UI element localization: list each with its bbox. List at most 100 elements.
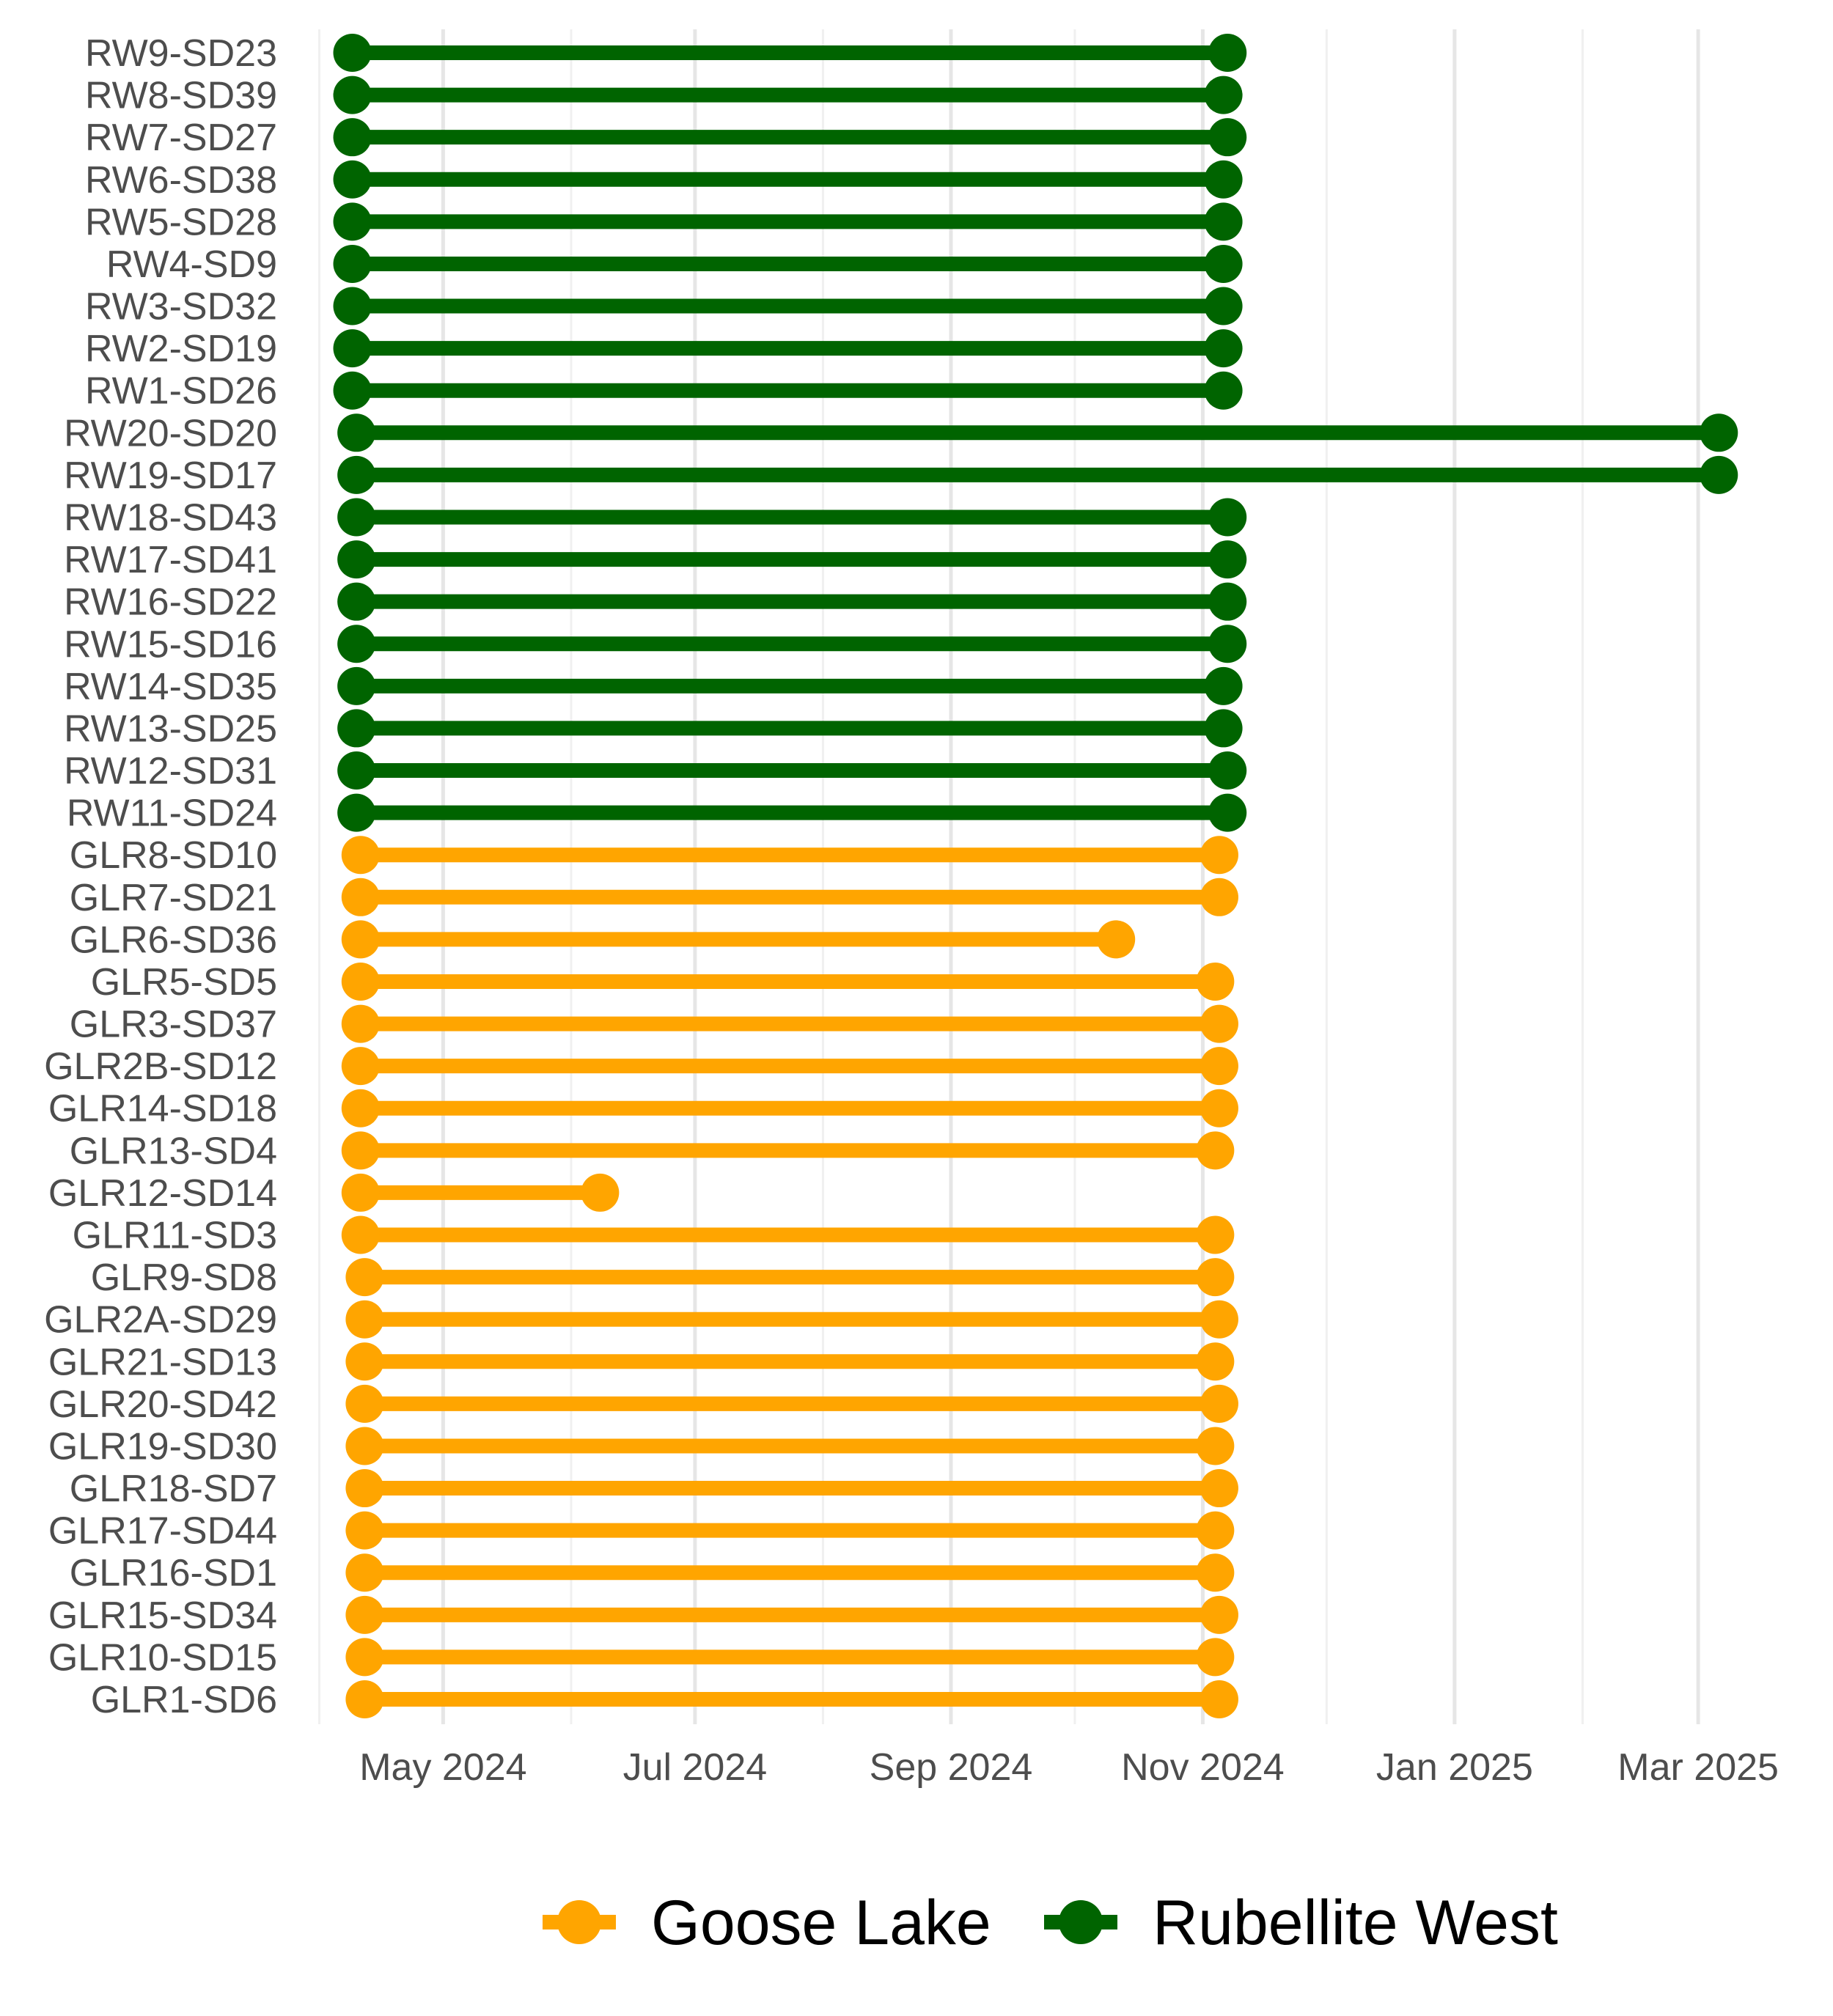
start-point bbox=[337, 793, 376, 832]
start-point bbox=[345, 1427, 384, 1465]
dumbbell-row bbox=[345, 1300, 1238, 1339]
dumbbell-row bbox=[341, 962, 1235, 1001]
dumbbell-row bbox=[345, 1553, 1235, 1592]
start-point bbox=[337, 498, 376, 537]
y-tick-label: RW3-SD32 bbox=[85, 286, 277, 328]
y-tick-label: GLR18-SD7 bbox=[70, 1468, 277, 1510]
end-point bbox=[1204, 160, 1243, 199]
dumbbell-row bbox=[337, 582, 1247, 621]
end-point bbox=[1208, 540, 1247, 579]
y-tick-label: RW4-SD9 bbox=[106, 243, 277, 286]
dumbbell-row bbox=[337, 498, 1247, 537]
end-point bbox=[1204, 76, 1243, 114]
x-tick-label: Jul 2024 bbox=[623, 1746, 768, 1789]
legend-label: Goose Lake bbox=[651, 1888, 991, 1958]
y-tick-label: GLR5-SD5 bbox=[91, 961, 277, 1004]
y-tick-label: GLR11-SD3 bbox=[73, 1215, 277, 1257]
end-point bbox=[1196, 1427, 1235, 1465]
end-point bbox=[1200, 1384, 1238, 1423]
start-point bbox=[345, 1258, 384, 1297]
dumbbell-row bbox=[341, 836, 1238, 875]
dumbbell-row bbox=[333, 329, 1243, 368]
y-tick-label: GLR2B-SD12 bbox=[44, 1045, 277, 1088]
legend-key-dot bbox=[557, 1900, 601, 1944]
x-tick-label: Sep 2024 bbox=[870, 1746, 1033, 1789]
y-tick-label: GLR12-SD14 bbox=[48, 1172, 277, 1215]
start-point bbox=[337, 666, 376, 705]
y-tick-label: RW16-SD22 bbox=[64, 581, 277, 624]
end-point bbox=[1208, 582, 1247, 621]
start-point bbox=[345, 1595, 384, 1634]
start-point bbox=[333, 118, 372, 157]
start-point bbox=[345, 1638, 384, 1677]
dumbbell-row bbox=[341, 878, 1238, 916]
end-point bbox=[1196, 1511, 1235, 1550]
start-point bbox=[337, 413, 376, 452]
end-point bbox=[1200, 1595, 1238, 1634]
start-point bbox=[345, 1553, 384, 1592]
end-point bbox=[1208, 793, 1247, 832]
start-point bbox=[341, 1089, 380, 1127]
legend-entry-goose-lake: Goose Lake bbox=[543, 1888, 991, 1958]
start-point bbox=[333, 244, 372, 283]
dumbbell-row bbox=[333, 244, 1243, 283]
dumbbell-row bbox=[341, 920, 1136, 959]
legend-key-dot bbox=[1059, 1900, 1103, 1944]
end-point bbox=[1196, 1342, 1235, 1381]
dumbbell-row bbox=[337, 455, 1738, 494]
start-point bbox=[345, 1680, 384, 1718]
legend: Goose Lake Rubellite West bbox=[543, 1888, 1558, 1958]
start-point bbox=[337, 625, 376, 663]
end-point bbox=[1208, 498, 1247, 537]
end-point bbox=[1204, 244, 1243, 283]
start-point bbox=[345, 1384, 384, 1423]
start-point bbox=[341, 962, 380, 1001]
y-tick-label: GLR1-SD6 bbox=[91, 1679, 277, 1721]
y-tick-label: GLR15-SD34 bbox=[48, 1594, 277, 1637]
end-point bbox=[581, 1173, 620, 1212]
x-axis-tick-labels: May 2024 Jul 2024 Sep 2024 Nov 2024 Jan 2025… bbox=[359, 1746, 1779, 1789]
dumbbell-row bbox=[341, 1131, 1235, 1170]
dumbbell-row bbox=[333, 287, 1243, 325]
dumbbell-row bbox=[337, 625, 1247, 663]
y-tick-label: GLR6-SD36 bbox=[70, 919, 277, 961]
dumbbell-row bbox=[341, 1089, 1238, 1127]
dumbbell-row bbox=[345, 1384, 1238, 1423]
end-point bbox=[1204, 329, 1243, 368]
start-point bbox=[337, 455, 376, 494]
y-tick-label: RW19-SD17 bbox=[64, 455, 277, 497]
y-tick-label: GLR13-SD4 bbox=[70, 1130, 277, 1172]
end-point bbox=[1196, 962, 1235, 1001]
y-tick-label: RW20-SD20 bbox=[64, 412, 277, 455]
start-point bbox=[341, 1131, 380, 1170]
end-point bbox=[1200, 1300, 1238, 1339]
y-tick-label: RW1-SD26 bbox=[85, 370, 277, 413]
y-tick-label: GLR3-SD37 bbox=[70, 1004, 277, 1046]
y-tick-label: GLR10-SD15 bbox=[48, 1636, 277, 1679]
y-tick-label: RW5-SD28 bbox=[85, 201, 277, 243]
dumbbell-row bbox=[345, 1638, 1235, 1677]
y-tick-label: GLR17-SD44 bbox=[48, 1510, 277, 1553]
y-axis-tick-labels: GLR1-SD6GLR10-SD15GLR15-SD34GLR16-SD1GLR… bbox=[44, 32, 277, 1721]
start-point bbox=[341, 1173, 380, 1212]
dumbbell-row bbox=[345, 1595, 1238, 1634]
start-point bbox=[341, 1047, 380, 1086]
end-point bbox=[1097, 920, 1136, 959]
y-tick-label: GLR2A-SD29 bbox=[44, 1299, 277, 1342]
y-tick-label: RW8-SD39 bbox=[85, 75, 277, 117]
end-point bbox=[1200, 1004, 1238, 1043]
y-tick-label: GLR7-SD21 bbox=[70, 877, 277, 919]
dumbbell-row bbox=[333, 118, 1247, 157]
y-tick-label: RW7-SD27 bbox=[85, 117, 277, 159]
dumbbell-row bbox=[337, 540, 1247, 579]
dumbbell-row bbox=[333, 202, 1243, 241]
dumbbell-row bbox=[345, 1469, 1238, 1508]
dumbbell-row bbox=[333, 371, 1243, 410]
dumbbell-row bbox=[337, 666, 1243, 705]
start-point bbox=[345, 1469, 384, 1508]
end-point bbox=[1196, 1215, 1235, 1254]
y-tick-label: GLR9-SD8 bbox=[91, 1257, 277, 1299]
y-tick-label: GLR19-SD30 bbox=[48, 1425, 277, 1468]
y-tick-label: RW18-SD43 bbox=[64, 496, 277, 539]
start-point bbox=[337, 751, 376, 790]
